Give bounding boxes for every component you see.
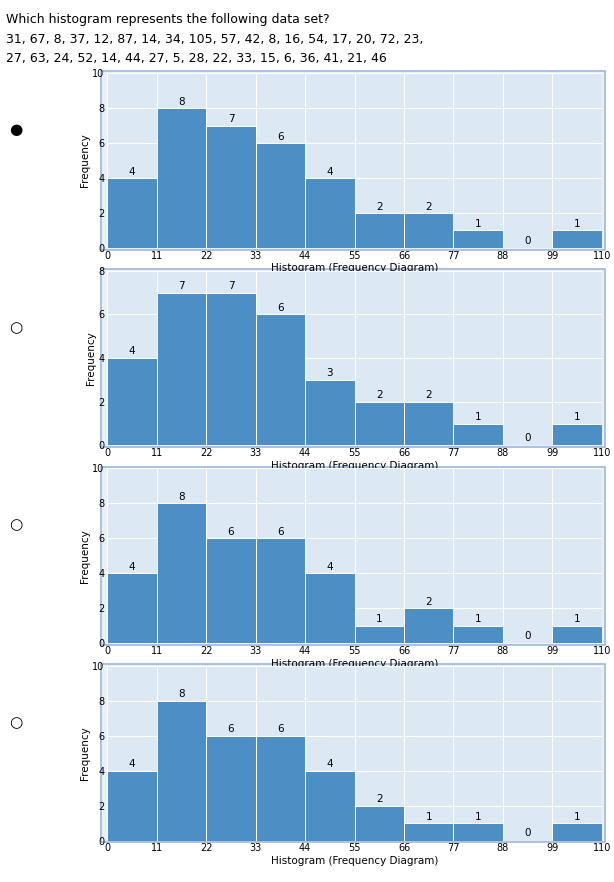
Bar [404, 608, 453, 643]
Text: 0: 0 [524, 631, 531, 641]
Text: 4: 4 [129, 167, 136, 176]
Bar [256, 314, 305, 445]
Text: 4: 4 [327, 759, 333, 769]
Y-axis label: Frequency: Frequency [80, 529, 90, 582]
Text: 1: 1 [426, 811, 432, 822]
Text: 4: 4 [327, 562, 333, 572]
Text: 1: 1 [475, 811, 481, 822]
Bar [305, 178, 355, 248]
Text: 8: 8 [178, 492, 185, 502]
Bar [107, 358, 157, 445]
Bar [157, 293, 206, 445]
Bar [453, 423, 503, 445]
Bar [305, 771, 355, 841]
Text: 6: 6 [228, 527, 235, 537]
Text: 8: 8 [178, 690, 185, 699]
Bar [553, 230, 602, 248]
Bar [453, 823, 503, 841]
Bar [355, 213, 404, 248]
Text: 8: 8 [178, 97, 185, 107]
Bar [157, 108, 206, 248]
Bar [305, 573, 355, 643]
Text: 1: 1 [376, 614, 383, 624]
Text: 0: 0 [524, 828, 531, 839]
Bar [404, 213, 453, 248]
Text: 27, 63, 24, 52, 14, 44, 27, 5, 28, 22, 33, 15, 6, 36, 41, 21, 46: 27, 63, 24, 52, 14, 44, 27, 5, 28, 22, 3… [6, 52, 387, 65]
Bar [157, 504, 206, 643]
Text: 6: 6 [277, 131, 284, 142]
Bar [404, 402, 453, 445]
Text: 2: 2 [376, 390, 383, 400]
Text: ●: ● [9, 122, 22, 138]
Text: 4: 4 [327, 167, 333, 176]
Bar [107, 771, 157, 841]
Text: 1: 1 [475, 412, 481, 422]
Bar [256, 538, 305, 643]
Bar [553, 823, 602, 841]
Text: 0: 0 [524, 433, 531, 443]
Text: 4: 4 [129, 759, 136, 769]
Text: ○: ○ [9, 714, 22, 730]
Text: 6: 6 [277, 527, 284, 537]
Bar [107, 573, 157, 643]
Text: 1: 1 [475, 219, 481, 229]
Text: 1: 1 [573, 412, 580, 422]
Text: 1: 1 [573, 219, 580, 229]
Bar [206, 293, 256, 445]
Y-axis label: Frequency: Frequency [85, 332, 96, 385]
Bar [553, 625, 602, 643]
Text: 6: 6 [277, 724, 284, 735]
Text: ○: ○ [9, 517, 22, 533]
Text: 0: 0 [524, 235, 531, 246]
Y-axis label: Frequency: Frequency [80, 134, 90, 187]
Text: 2: 2 [376, 201, 383, 212]
Text: 2: 2 [426, 390, 432, 400]
X-axis label: Histogram (Frequency Diagram): Histogram (Frequency Diagram) [271, 856, 438, 866]
Bar [355, 805, 404, 841]
Text: 7: 7 [228, 114, 235, 124]
Bar [256, 736, 305, 841]
Text: ○: ○ [9, 319, 22, 335]
Y-axis label: Frequency: Frequency [80, 727, 90, 780]
Bar [206, 736, 256, 841]
Text: 2: 2 [426, 596, 432, 607]
Text: 1: 1 [573, 811, 580, 822]
X-axis label: Histogram (Frequency Diagram): Histogram (Frequency Diagram) [271, 659, 438, 669]
Bar [206, 538, 256, 643]
Text: 1: 1 [475, 614, 481, 624]
Bar [355, 625, 404, 643]
Text: 4: 4 [129, 562, 136, 572]
Text: 6: 6 [277, 303, 284, 313]
Bar [305, 380, 355, 445]
Bar [453, 625, 503, 643]
Text: 3: 3 [327, 368, 333, 378]
Text: 31, 67, 8, 37, 12, 87, 14, 34, 105, 57, 42, 8, 16, 54, 17, 20, 72, 23,: 31, 67, 8, 37, 12, 87, 14, 34, 105, 57, … [6, 33, 424, 46]
Text: Which histogram represents the following data set?: Which histogram represents the following… [6, 13, 330, 26]
Bar [453, 230, 503, 248]
Bar [256, 143, 305, 248]
X-axis label: Histogram (Frequency Diagram): Histogram (Frequency Diagram) [271, 461, 438, 471]
Text: 1: 1 [573, 614, 580, 624]
Text: 2: 2 [376, 794, 383, 804]
Text: 2: 2 [426, 201, 432, 212]
Text: 7: 7 [178, 280, 185, 291]
Text: 4: 4 [129, 347, 136, 356]
Bar [157, 701, 206, 841]
Bar [107, 178, 157, 248]
Bar [553, 423, 602, 445]
Text: 6: 6 [228, 724, 235, 735]
Bar [404, 823, 453, 841]
Bar [355, 402, 404, 445]
X-axis label: Histogram (Frequency Diagram): Histogram (Frequency Diagram) [271, 264, 438, 273]
Bar [206, 125, 256, 248]
Text: 7: 7 [228, 280, 235, 291]
